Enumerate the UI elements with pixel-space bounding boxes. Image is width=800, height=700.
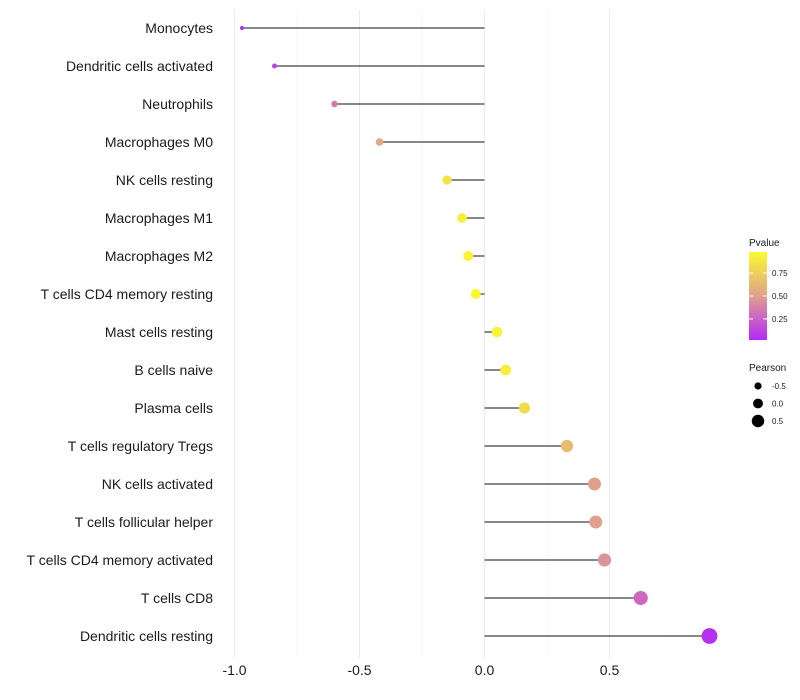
category-label: NK cells resting — [116, 172, 213, 188]
lollipop-point — [701, 628, 718, 644]
size-legend-dot — [751, 414, 765, 428]
category-label: Dendritic cells resting — [80, 628, 213, 644]
pvalue-legend-title: Pvalue — [749, 238, 780, 249]
lollipop-point — [491, 326, 503, 338]
lollipop-point — [375, 138, 384, 146]
colorbar-tick-label: 0.25 — [772, 315, 788, 324]
x-tick-label: 0.5 — [600, 662, 620, 678]
category-label: Macrophages M0 — [105, 134, 213, 150]
category-label: Neutrophils — [142, 96, 213, 112]
size-legend-label: 0.5 — [772, 417, 784, 426]
category-label: T cells follicular helper — [75, 514, 214, 530]
lollipop-point — [597, 553, 612, 567]
point-layer — [239, 25, 718, 644]
lollipop-point — [500, 364, 512, 376]
lollipop-point — [442, 175, 452, 185]
category-label: Monocytes — [145, 20, 213, 36]
size-legend-label: 0.0 — [772, 400, 784, 409]
x-tick-label: -0.5 — [347, 662, 371, 678]
category-label: Macrophages M2 — [105, 248, 213, 264]
category-labels: Monocytes Dendritic cells activated Neutro… — [27, 20, 214, 644]
stem-layer — [242, 27, 710, 637]
size-legend-dot — [754, 382, 762, 390]
category-label: NK cells activated — [102, 476, 213, 492]
lollipop-point — [272, 63, 277, 69]
category-label: T cells CD8 — [141, 590, 213, 606]
lollipop-point — [633, 590, 648, 606]
size-legend-dot — [753, 398, 763, 409]
lollipop-point — [239, 25, 245, 31]
lollipop-point — [589, 515, 603, 529]
lollipop-point — [463, 251, 474, 261]
category-label: Mast cells resting — [105, 324, 213, 340]
x-tick-label: -1.0 — [222, 662, 246, 678]
lollipop-point — [457, 213, 467, 223]
lollipop-point — [518, 402, 531, 414]
lollipop-point — [470, 289, 481, 299]
size-legend-label: -0.5 — [772, 382, 786, 391]
grid-layer — [234, 10, 673, 658]
category-label: B cells naive — [134, 362, 213, 378]
pvalue-legend: Pvalue 0.75 0.50 0.25 — [749, 238, 788, 340]
pearson-legend: Pearson -0.5 0.0 0.5 — [749, 363, 786, 428]
x-axis-ticks: -1.0 -0.5 0.0 0.5 — [222, 662, 619, 678]
category-label: T cells regulatory Tregs — [68, 438, 213, 454]
category-label: T cells CD4 memory resting — [41, 286, 213, 302]
pvalue-colorbar — [749, 252, 767, 340]
lollipop-point — [588, 477, 601, 491]
colorbar-tick-label: 0.75 — [772, 269, 788, 278]
category-label: Dendritic cells activated — [66, 58, 213, 74]
category-label: Macrophages M1 — [105, 210, 213, 226]
lollipop-point — [331, 100, 338, 108]
pearson-legend-title: Pearson — [749, 363, 786, 374]
x-tick-label: 0.0 — [475, 662, 495, 678]
category-label: Plasma cells — [134, 400, 213, 416]
colorbar-tick-label: 0.50 — [772, 292, 788, 301]
category-label: T cells CD4 memory activated — [27, 552, 213, 568]
lollipop-point — [560, 439, 574, 453]
